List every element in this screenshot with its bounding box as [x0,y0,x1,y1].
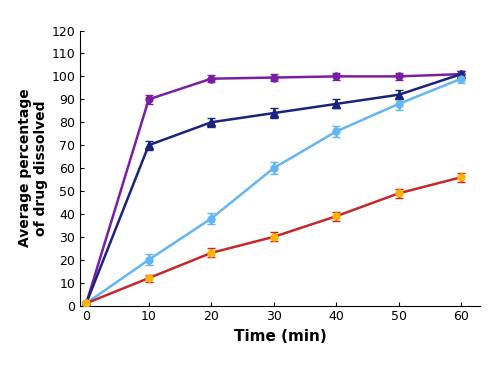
X-axis label: Time (min): Time (min) [234,329,326,344]
Y-axis label: Average percentage
of drug dissolved: Average percentage of drug dissolved [18,89,48,248]
